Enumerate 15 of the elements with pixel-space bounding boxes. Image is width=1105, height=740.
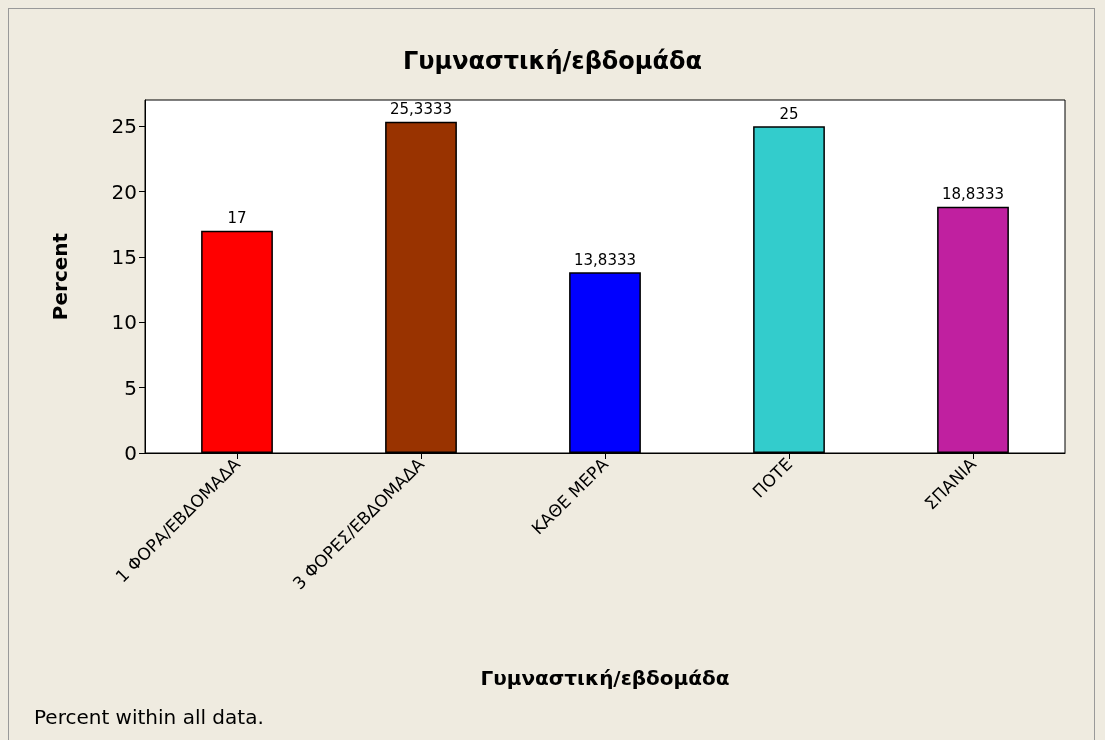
y-tick-label: 0 [124, 441, 137, 465]
data-label: 13,8333 [573, 250, 637, 269]
chart-title: Γυμναστική/εβδομάδα [403, 47, 702, 75]
data-label: 17 [227, 209, 247, 228]
x-axis-title: Γυμναστική/εβδομάδα [480, 666, 730, 690]
text: Percent within all data. [34, 705, 264, 729]
y-tick-label: 15 [111, 244, 137, 269]
y-tick-label: 20 [111, 179, 137, 204]
data-label: 25,3333 [389, 100, 453, 119]
data-label: 18,8333 [941, 185, 1005, 204]
y-tick-label: 25 [111, 114, 137, 139]
y-tick-label: 10 [111, 310, 137, 335]
y-tick-label: 5 [124, 375, 137, 400]
y-axis-title: Percent [48, 232, 72, 321]
data-label: 25 [779, 104, 799, 123]
